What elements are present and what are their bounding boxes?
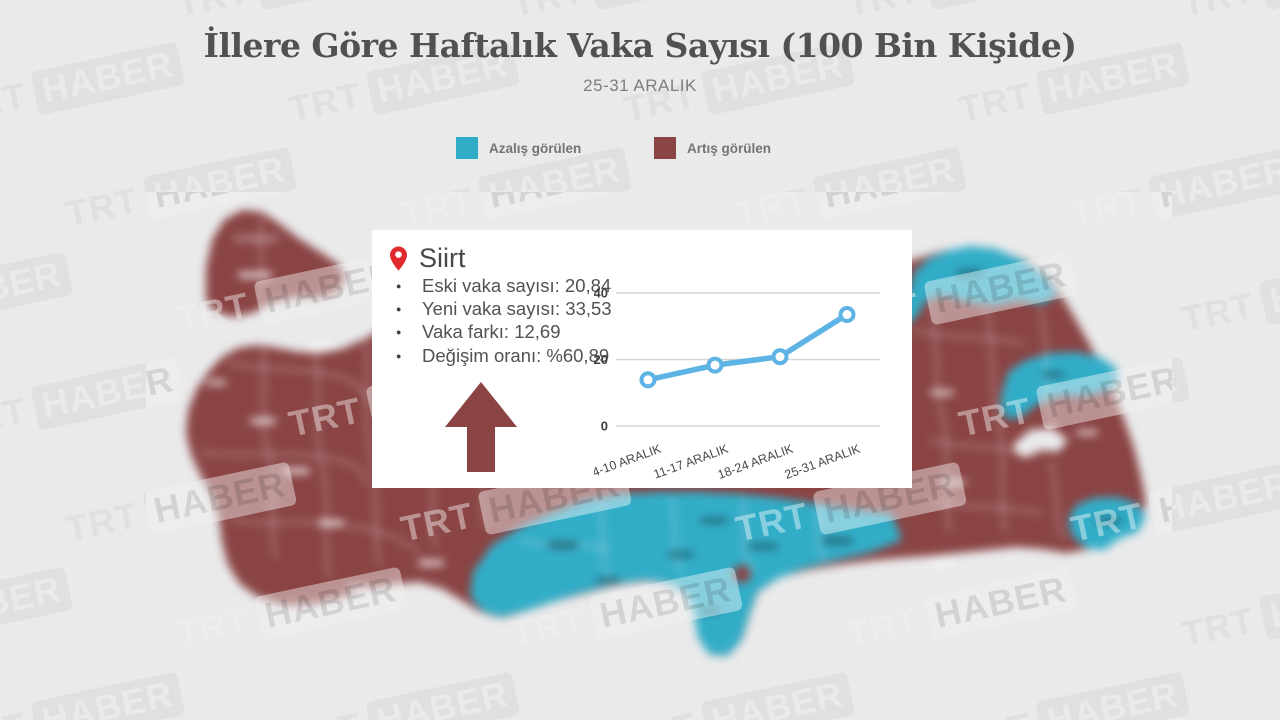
stat-new-cases: Yeni vaka sayısı: 33,53	[394, 297, 612, 321]
province-stats-list: Eski vaka sayısı: 20,84 Yeni vaka sayısı…	[394, 274, 612, 368]
map-region-decrease-southeast[interactable]	[1068, 497, 1146, 550]
stat-old-cases: Eski vaka sayısı: 20,84	[394, 274, 612, 298]
map-region-increase-thrace[interactable]	[206, 210, 346, 317]
province-name: Siirt	[419, 243, 466, 273]
svg-text:0: 0	[601, 419, 608, 434]
legend-label-decrease: Azalış görülen	[489, 140, 582, 156]
legend-label-increase: Artış görülen	[687, 140, 772, 156]
location-pin-icon	[390, 246, 407, 271]
legend-swatch-increase	[654, 137, 676, 159]
stat-case-difference: Vaka farkı: 12,69	[394, 320, 612, 344]
map-label-region: Kırklareli	[235, 233, 278, 245]
legend-item-decrease: Azalış görülen	[456, 131, 581, 165]
svg-text:25-31 ARALIK: 25-31 ARALIK	[783, 441, 863, 480]
svg-text:20: 20	[594, 352, 608, 367]
card-title-row: Siirt	[390, 243, 466, 274]
legend-item-increase: Artış görülen	[654, 131, 771, 165]
svg-text:40: 40	[594, 286, 608, 301]
trend-up-arrow-icon	[445, 382, 517, 472]
province-popup-card: Siirt Eski vaka sayısı: 20,84 Yeni vaka …	[372, 230, 912, 488]
page-title: İllere Göre Haftalık Vaka Sayısı (100 Bi…	[203, 26, 1077, 65]
page-subtitle: 25-31 ARALIK	[583, 76, 697, 95]
header: İllere Göre Haftalık Vaka Sayısı (100 Bi…	[0, 0, 1280, 96]
legend-swatch-decrease	[456, 137, 478, 159]
svg-text:18-24 ARALIK: 18-24 ARALIK	[716, 441, 796, 480]
stat-change-rate: Değişim oranı: %60,89	[394, 344, 612, 368]
map-region-increase-pocket[interactable]	[733, 565, 751, 583]
